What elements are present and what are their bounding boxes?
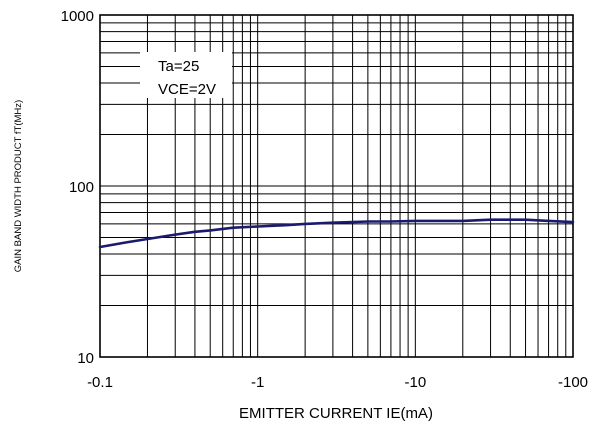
y-axis-title: GAIN BAND WIDTH PRODUCT fT(MHz)	[13, 100, 24, 272]
chart-grid	[100, 15, 573, 357]
y-tick-label: 100	[69, 179, 94, 196]
x-tick-label: -0.1	[87, 374, 113, 391]
series-line	[98, 218, 575, 249]
annotation-vce: VCE=2V	[158, 81, 216, 98]
tick-labels: -0.1 -1 -10 -100 10 100 1000	[61, 8, 588, 391]
x-tick-label: -1	[251, 374, 264, 391]
x-tick-label: -10	[404, 374, 426, 391]
y-tick-label: 1000	[61, 8, 94, 25]
y-tick-label: 10	[77, 350, 94, 367]
annotation-box	[140, 52, 232, 98]
annotation-temperature: Ta=25	[158, 58, 199, 75]
x-tick-label: -100	[558, 374, 588, 391]
x-axis-title: EMITTER CURRENT IE(mA)	[239, 405, 433, 422]
plot-frame	[99, 14, 574, 358]
